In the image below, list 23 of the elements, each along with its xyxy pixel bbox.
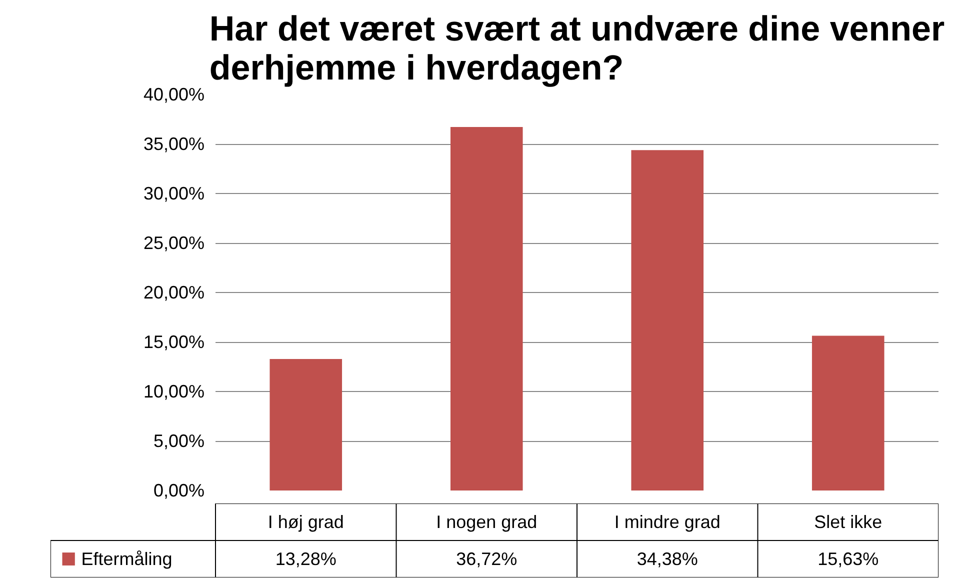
chart-title: Har det været svært at undvære dine venner derhjemme i hverdagen? [209, 10, 945, 88]
bar [812, 336, 884, 490]
x-tick-label: I nogen grad [436, 512, 538, 532]
y-tick-label: 10,00% [143, 382, 205, 402]
data-label: 34,38% [636, 549, 698, 569]
y-tick-label: 35,00% [143, 134, 205, 154]
y-tick-label: 5,00% [153, 431, 205, 451]
bar [631, 150, 704, 490]
bar [270, 359, 342, 490]
bar [450, 126, 523, 490]
y-tick-label: 15,00% [143, 332, 205, 352]
data-label: 15,63% [818, 549, 879, 569]
x-tick-label: I høj grad [268, 512, 344, 532]
legend-label: Eftermåling [81, 549, 172, 569]
data-label: 36,72% [456, 549, 518, 569]
y-tick-label: 20,00% [143, 282, 205, 302]
y-tick-label: 0,00% [153, 480, 205, 500]
y-tick-label: 25,00% [143, 233, 205, 253]
x-tick-label: I mindre grad [614, 512, 720, 532]
y-tick-label: 30,00% [143, 184, 205, 204]
data-label: 13,28% [275, 549, 336, 569]
x-tick-label: Slet ikke [814, 512, 882, 532]
y-tick-label: 40,00% [143, 84, 205, 104]
